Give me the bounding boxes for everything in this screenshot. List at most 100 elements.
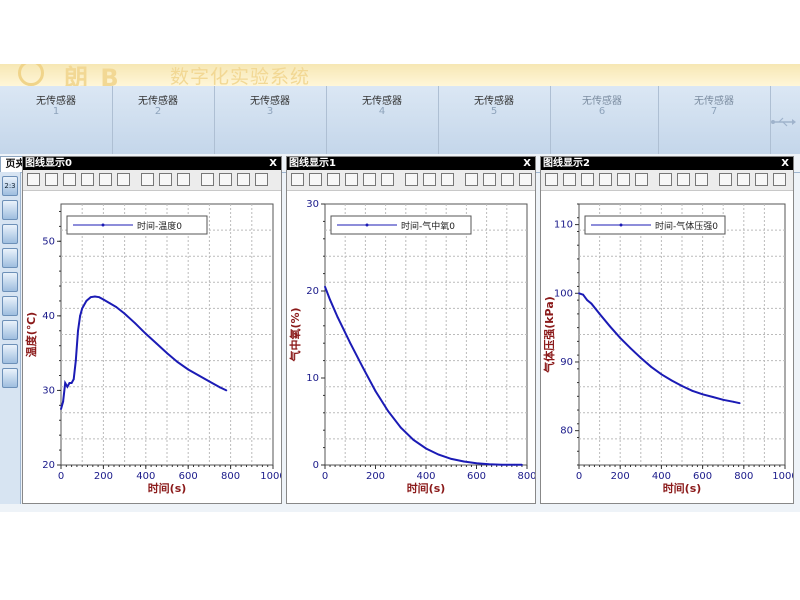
sensor-slot-2[interactable]: 无传感器 2 [102, 86, 215, 154]
pan-icon[interactable] [677, 173, 690, 186]
app-banner: 朗 B 数字化实验系统 [0, 64, 800, 92]
data-point [324, 285, 326, 288]
data-point [81, 307, 84, 310]
sensor-label: 无传感器 [138, 96, 178, 107]
table-view-icon[interactable] [219, 173, 232, 186]
pan-icon[interactable] [423, 173, 436, 186]
y-tick-label: 10 [306, 373, 319, 384]
data-point [425, 447, 427, 450]
sensor-label: 无传感器 [694, 96, 734, 107]
settings-icon[interactable] [519, 173, 532, 186]
ruler-icon[interactable] [695, 173, 708, 186]
table-view-icon[interactable] [737, 173, 750, 186]
panel-titlebar: 图线显示2 X [541, 157, 793, 170]
screenshot-icon[interactable] [501, 173, 514, 186]
app-subtitle: 数字化实验系统 [170, 66, 311, 88]
legend-box [584, 215, 726, 235]
fit-view-icon[interactable] [117, 173, 130, 186]
pointer-icon[interactable] [27, 173, 40, 186]
sensor-label: 无传感器 [582, 96, 622, 107]
data-point [738, 402, 741, 405]
zoom-out-icon[interactable] [81, 173, 94, 186]
y-axis-label: 气体压强(kPa) [542, 296, 556, 374]
list-tool-icon[interactable] [2, 272, 18, 292]
chart-area[interactable]: 0 200 400 600 800 1000 20 30 40 50 时间(s) 温度(℃) 时间-温度… [23, 190, 282, 504]
zoom-reset-icon[interactable] [363, 173, 376, 186]
meter-tool-icon[interactable] [2, 344, 18, 364]
play-tool-icon[interactable] [2, 368, 18, 388]
zoom-out-icon[interactable] [345, 173, 358, 186]
data-point [85, 300, 88, 302]
grid-toggle-icon[interactable] [405, 173, 418, 186]
sensor-slot-5[interactable]: 无传感器 5 [438, 86, 551, 154]
data-point [609, 325, 611, 328]
data-point [590, 302, 593, 305]
screenshot-icon[interactable] [237, 173, 250, 186]
data-point [79, 314, 81, 317]
sensor-slot-1[interactable]: 无传感器 1 [0, 86, 113, 154]
zoom-in-icon[interactable] [327, 173, 340, 186]
sensor-label: 无传感器 [474, 96, 514, 107]
usb-icon [771, 117, 796, 127]
chart-area[interactable]: 0 200 400 600 800 1000 80 90 100 110 时间(s) 气体压强(kPa… [541, 190, 794, 504]
sensor-number: 2 [154, 106, 162, 117]
data-point [98, 296, 101, 299]
app-window: 朗 B 数字化实验系统 无传感器 1 无传感器 2 无传感器 3 无传感器 4 … [0, 64, 800, 512]
y-tick-label: 90 [560, 357, 573, 368]
data-point [582, 293, 585, 296]
x-tick-label: 800 [517, 471, 536, 482]
data-point [732, 400, 735, 403]
data-point [475, 462, 478, 465]
fit-view-icon[interactable] [635, 173, 648, 186]
counter-tool-icon[interactable]: 2:3 [2, 176, 18, 196]
ruler-icon[interactable] [177, 173, 190, 186]
close-icon[interactable]: X [269, 158, 277, 169]
sensor-slot-7[interactable]: 无传感器 7 [658, 86, 771, 154]
sensor-slot-3[interactable]: 无传感器 3 [214, 86, 327, 154]
curve-tool-icon[interactable] [2, 200, 18, 220]
x-axis-label: 时间(s) [148, 481, 187, 495]
data-point [94, 295, 96, 298]
table-view-icon[interactable] [483, 173, 496, 186]
pen-tool-icon[interactable] [2, 224, 18, 244]
marker-icon[interactable] [719, 173, 732, 186]
sensor-slot-6[interactable]: 无传感器 6 [546, 86, 659, 154]
sensor-number: 6 [598, 106, 606, 117]
pencil-tool-icon[interactable] [2, 296, 18, 316]
ruler-icon[interactable] [441, 173, 454, 186]
zoom-out-icon[interactable] [599, 173, 612, 186]
data-point [650, 365, 652, 368]
screenshot-icon[interactable] [755, 173, 768, 186]
marker-icon[interactable] [201, 173, 214, 186]
pointer-icon[interactable] [545, 173, 558, 186]
close-icon[interactable]: X [523, 158, 531, 169]
data-point [62, 400, 65, 403]
y-tick-label: 0 [313, 460, 319, 471]
dial-tool-icon[interactable] [2, 320, 18, 340]
legend-marker [365, 223, 369, 227]
close-icon[interactable]: X [781, 158, 789, 169]
data-point [412, 438, 415, 441]
zoom-box-icon[interactable] [563, 173, 576, 186]
grid-toggle-icon[interactable] [141, 173, 154, 186]
settings-icon[interactable] [255, 173, 268, 186]
zoom-reset-icon[interactable] [617, 173, 630, 186]
pan-icon[interactable] [159, 173, 172, 186]
chart-area[interactable]: 0 200 400 600 800 0 10 20 30 时间(s) 气中氧(%) 时间-气中氧0 [287, 190, 536, 504]
data-point [361, 366, 364, 369]
data-point [123, 312, 126, 315]
settings-icon[interactable] [773, 173, 786, 186]
zoom-box-icon[interactable] [309, 173, 322, 186]
zoom-in-icon[interactable] [581, 173, 594, 186]
pointer-icon[interactable] [291, 173, 304, 186]
marker-icon[interactable] [465, 173, 478, 186]
panel-toolbar [23, 170, 281, 191]
zoom-box-icon[interactable] [45, 173, 58, 186]
zoom-in-icon[interactable] [63, 173, 76, 186]
sensor-number: 1 [52, 106, 60, 117]
sensor-slot-4[interactable]: 无传感器 4 [326, 86, 439, 154]
fit-view-icon[interactable] [381, 173, 394, 186]
zoom-reset-icon[interactable] [99, 173, 112, 186]
table-tool-icon[interactable] [2, 248, 18, 268]
grid-toggle-icon[interactable] [659, 173, 672, 186]
